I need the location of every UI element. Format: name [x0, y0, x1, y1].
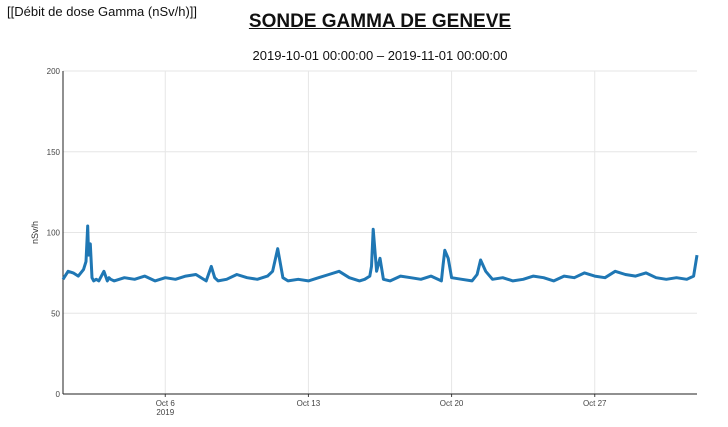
series-line-0[interactable]	[61, 224, 699, 283]
date-range-subtitle: 2019-10-01 00:00:00 – 2019-11-01 00:00:0…	[252, 48, 508, 63]
chart-axes	[62, 71, 697, 397]
y-tick-label: 150	[47, 148, 61, 157]
chart-series[interactable]	[61, 224, 699, 283]
y-tick-label: 0	[56, 390, 61, 399]
x-tick-year-label: 2019	[156, 408, 174, 417]
x-tick-label: Oct 20	[440, 399, 464, 408]
dose-rate-label: [[Débit de dose Gamma (nSv/h)]]	[7, 4, 198, 19]
y-tick-label: 50	[51, 309, 60, 318]
x-tick-label: Oct 13	[297, 399, 321, 408]
y-tick-label: 200	[47, 67, 61, 76]
y-axis-label: nSv/h	[30, 221, 40, 244]
x-tick-label: Oct 6	[156, 399, 176, 408]
x-tick-label: Oct 27	[583, 399, 607, 408]
chart-grid	[63, 70, 697, 394]
page-title: SONDE GAMMA DE GENEVE	[248, 11, 512, 32]
y-tick-label: 100	[47, 229, 61, 238]
